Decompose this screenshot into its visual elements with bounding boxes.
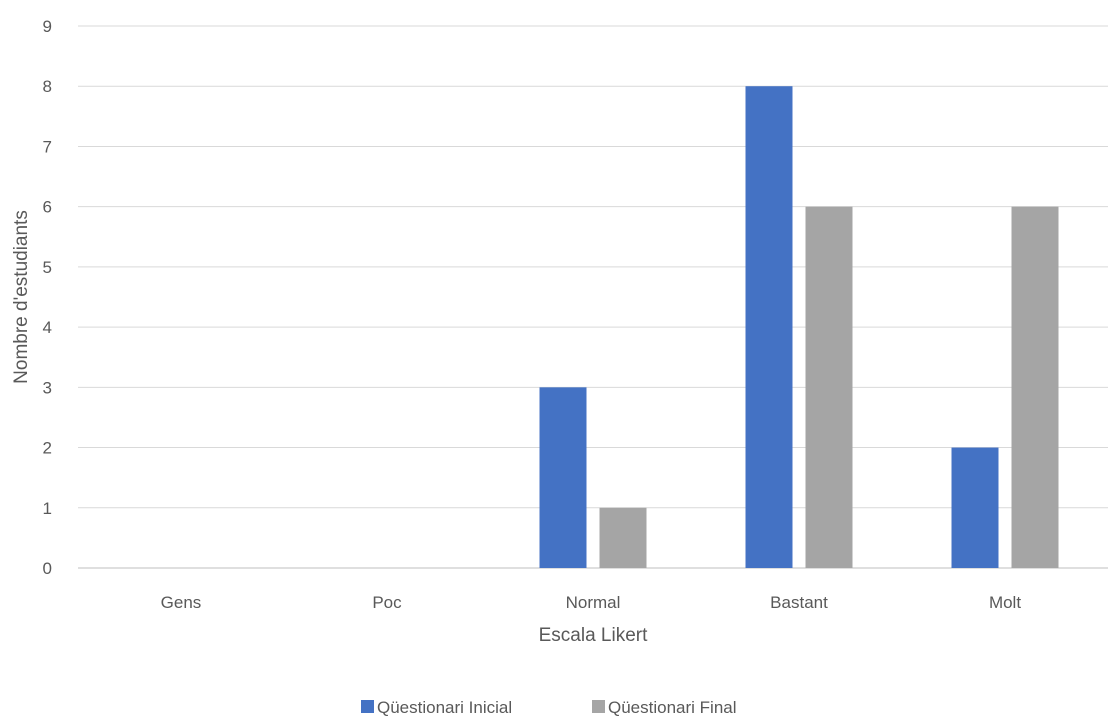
bar [1011, 206, 1059, 568]
y-axis-title: Nombre d'estudiants [11, 210, 32, 384]
bar [805, 206, 853, 568]
y-axis-ticks: 0 1 2 3 4 5 6 7 8 9 [43, 17, 52, 578]
x-axis-title: Escala Likert [539, 625, 648, 646]
y-tick-label: 3 [43, 378, 52, 397]
legend-label: Qüestionari Final [608, 698, 737, 717]
y-tick-label: 1 [43, 499, 52, 518]
gridlines [78, 25, 1108, 569]
legend-swatch [592, 700, 605, 713]
legend: Qüestionari Inicial Qüestionari Final [361, 698, 737, 717]
y-tick-label: 0 [43, 559, 52, 578]
y-tick-label: 9 [43, 17, 52, 36]
legend-label: Qüestionari Inicial [377, 698, 512, 717]
y-tick-label: 4 [43, 318, 52, 337]
bar [745, 86, 793, 568]
y-tick-label: 2 [43, 439, 52, 458]
y-tick-label: 6 [43, 198, 52, 217]
x-tick-label: Normal [566, 593, 621, 612]
bar [539, 387, 587, 568]
x-tick-label: Gens [161, 593, 202, 612]
y-tick-label: 5 [43, 258, 52, 277]
bar [951, 447, 999, 568]
legend-swatch [361, 700, 374, 713]
y-tick-label: 8 [43, 77, 52, 96]
x-tick-label: Bastant [770, 593, 828, 612]
y-tick-label: 7 [43, 137, 52, 156]
x-tick-label: Poc [372, 593, 402, 612]
bars [539, 86, 1059, 568]
x-axis-ticks: Gens Poc Normal Bastant Molt [161, 593, 1022, 612]
bar [599, 507, 647, 568]
x-tick-label: Molt [989, 593, 1021, 612]
